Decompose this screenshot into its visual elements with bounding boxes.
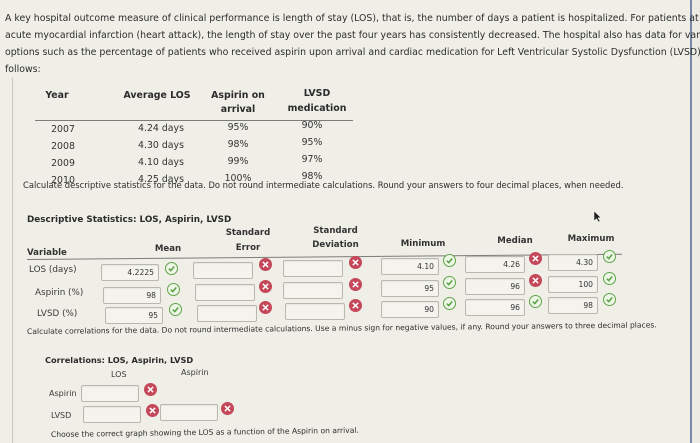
check-icon <box>167 283 180 296</box>
cell-lvsd: 97% <box>301 154 323 165</box>
sd-input-aspirin[interactable] <box>283 282 343 299</box>
x-icon <box>259 258 272 271</box>
col-median: Median <box>497 236 533 246</box>
row-label: LVSD (%) <box>37 309 78 319</box>
row-label: Aspirin (%) <box>35 288 84 298</box>
corr-lvsd-aspirin-input[interactable] <box>160 404 218 421</box>
min-input-los[interactable]: 4.10 <box>381 258 439 275</box>
min-input-aspirin[interactable]: 95 <box>381 280 439 297</box>
col-aspirin: Aspirin <box>181 368 209 377</box>
cell-aspirin: 100% <box>224 173 252 184</box>
header-divider <box>35 120 353 121</box>
header-average-los: Average LOS <box>123 90 191 101</box>
x-icon <box>349 278 362 291</box>
min-input-lvsd[interactable]: 90 <box>381 301 439 318</box>
max-input-lvsd[interactable]: 98 <box>548 297 598 314</box>
cell-aspirin: 98% <box>227 139 249 150</box>
cell-lvsd: 98% <box>301 171 323 182</box>
header-year: Year <box>45 90 69 101</box>
question-panel: Year Average LOS Aspirin on arrival LVSD… <box>12 78 678 443</box>
cell-year: 2008 <box>51 141 75 152</box>
col-sd-line2: Deviation <box>312 240 359 250</box>
check-icon <box>169 303 182 316</box>
header-lvsd-line2: medication <box>287 103 347 114</box>
col-variable: Variable <box>27 248 67 258</box>
sd-input-los[interactable] <box>283 260 343 277</box>
median-input-lvsd[interactable]: 96 <box>465 299 525 316</box>
col-se-line1: Standard <box>225 228 271 238</box>
x-icon <box>259 280 272 293</box>
check-icon <box>603 250 616 263</box>
x-icon <box>349 256 362 269</box>
x-icon <box>144 383 157 396</box>
sd-input-lvsd[interactable] <box>285 303 345 320</box>
check-icon <box>443 254 456 267</box>
cell-los: 4.30 days <box>138 140 184 151</box>
check-icon <box>603 293 616 306</box>
cell-year: 2010 <box>51 175 75 186</box>
header-aspirin-line2: arrival <box>220 104 256 115</box>
check-icon <box>443 297 456 310</box>
se-input-lvsd[interactable] <box>197 305 257 322</box>
cell-los: 4.24 days <box>138 123 184 134</box>
intro-line: A key hospital outcome measure of clinic… <box>5 13 700 24</box>
graph-prompt: Choose the correct graph showing the LOS… <box>50 425 359 439</box>
row-label: Aspirin <box>49 389 77 398</box>
cell-year: 2009 <box>51 158 75 169</box>
x-icon <box>146 404 159 417</box>
corr-aspirin-los-input[interactable] <box>81 385 139 402</box>
cell-los: 4.10 days <box>138 157 184 168</box>
check-icon <box>529 295 542 308</box>
cell-lvsd: 95% <box>301 137 323 148</box>
col-minimum: Minimum <box>400 239 446 249</box>
cell-aspirin: 95% <box>227 122 249 133</box>
intro-line: options such as the percentage of patien… <box>5 47 700 58</box>
cell-lvsd: 90% <box>301 120 323 131</box>
median-input-aspirin[interactable]: 96 <box>465 278 525 295</box>
row-label: LVSD <box>51 411 72 420</box>
mouse-cursor-icon <box>593 210 602 223</box>
intro-line: acute myocardial infarction (heart attac… <box>5 30 700 41</box>
mean-input-aspirin[interactable]: 98 <box>103 287 161 304</box>
col-mean: Mean <box>154 244 182 254</box>
mean-input-los[interactable]: 4.2225 <box>101 264 159 281</box>
row-label: LOS (days) <box>29 265 77 275</box>
col-los: LOS <box>111 370 127 379</box>
se-input-aspirin[interactable] <box>195 284 255 301</box>
x-icon <box>529 252 542 265</box>
x-icon <box>221 402 234 415</box>
x-icon <box>529 274 542 287</box>
se-input-los[interactable] <box>193 262 253 279</box>
check-icon <box>443 276 456 289</box>
col-maximum: Maximum <box>567 234 615 244</box>
col-se-line2: Error <box>235 243 261 253</box>
correlations-title: Correlations: LOS, Aspirin, LVSD <box>45 355 194 365</box>
max-input-los[interactable]: 4.30 <box>548 254 598 271</box>
check-icon <box>603 272 616 285</box>
median-input-los[interactable]: 4.26 <box>465 256 525 273</box>
corr-lvsd-los-input[interactable] <box>83 406 141 423</box>
intro-line: follows: <box>5 64 41 75</box>
cell-los: 4.25 days <box>138 174 184 185</box>
col-sd-line1: Standard <box>313 226 358 236</box>
cell-aspirin: 99% <box>227 156 249 167</box>
header-aspirin-line1: Aspirin on <box>211 90 265 101</box>
x-icon <box>259 301 272 314</box>
descriptive-title: Descriptive Statistics: LOS, Aspirin, LV… <box>27 215 232 225</box>
cell-year: 2007 <box>51 124 75 135</box>
problem-statement: A key hospital outcome measure of clinic… <box>5 10 700 78</box>
check-icon <box>165 262 178 275</box>
descriptive-instruction: Calculate descriptive statistics for the… <box>23 180 624 190</box>
max-input-aspirin[interactable]: 100 <box>548 276 598 293</box>
x-icon <box>349 299 362 312</box>
mean-input-lvsd[interactable]: 95 <box>105 307 163 324</box>
header-lvsd-line1: LVSD <box>303 88 331 99</box>
